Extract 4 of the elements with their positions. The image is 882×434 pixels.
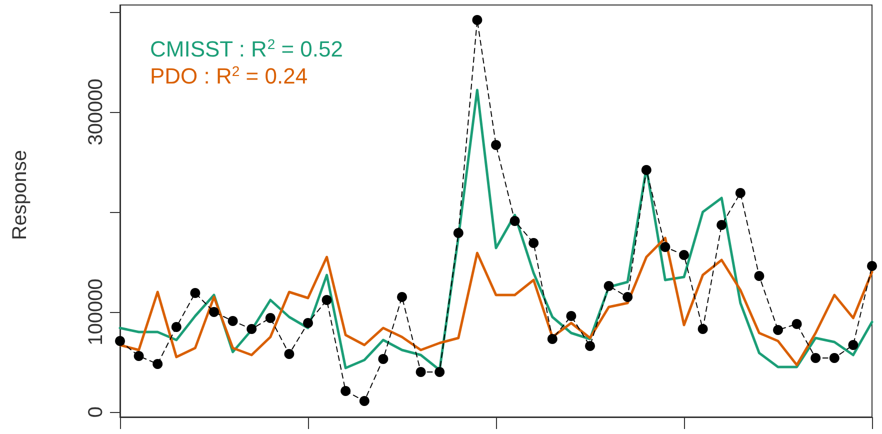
y-tick-label: 300000	[85, 78, 107, 146]
y-tick-label: 0	[85, 406, 107, 418]
y-tick-label: 100000	[85, 278, 107, 346]
y-axis-title: Response	[9, 150, 31, 240]
